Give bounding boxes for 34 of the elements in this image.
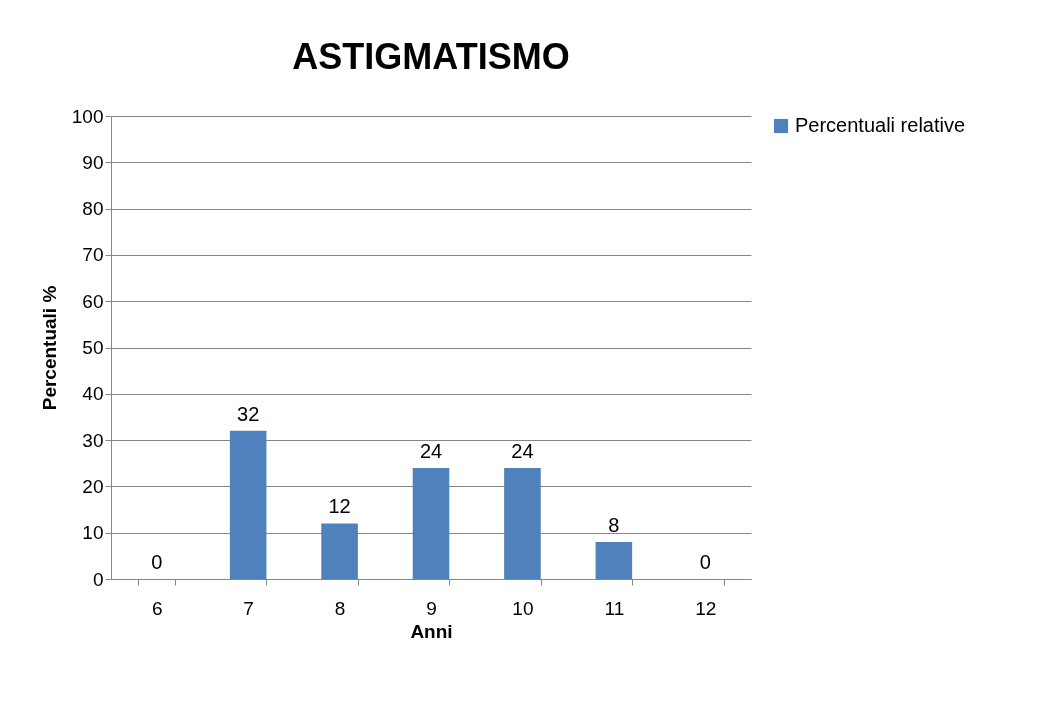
y-tick-label: 30 bbox=[82, 429, 104, 451]
chart-title: ASTIGMATISMO bbox=[292, 36, 570, 77]
x-axis-title: Anni bbox=[410, 620, 453, 642]
legend-label: Percentuali relative bbox=[795, 114, 966, 136]
bar bbox=[504, 467, 541, 579]
data-label: 12 bbox=[328, 495, 351, 518]
data-label: 8 bbox=[608, 513, 620, 536]
bar bbox=[321, 523, 358, 579]
bar bbox=[595, 541, 633, 579]
bar bbox=[229, 430, 267, 579]
y-tick-label: 100 bbox=[71, 105, 104, 127]
y-tick-label: 0 bbox=[92, 568, 104, 590]
y-tick-label: 60 bbox=[82, 290, 104, 312]
y-tick-label: 20 bbox=[82, 475, 104, 497]
x-tick-label: 7 bbox=[243, 597, 254, 619]
data-label: 0 bbox=[699, 551, 711, 573]
x-tick-label: 10 bbox=[512, 597, 534, 619]
data-label: 0 bbox=[151, 551, 163, 573]
y-axis-title: Percentuali % bbox=[38, 285, 60, 411]
bar bbox=[412, 467, 450, 579]
x-tick-label: 12 bbox=[695, 597, 717, 619]
x-tick-label: 11 bbox=[604, 597, 625, 619]
data-label: 24 bbox=[419, 439, 443, 462]
y-tick-label: 40 bbox=[82, 383, 104, 405]
data-label: 24 bbox=[511, 439, 534, 462]
y-tick-label: 90 bbox=[82, 151, 104, 173]
x-tick-label: 8 bbox=[334, 597, 346, 619]
y-tick-label: 80 bbox=[82, 198, 104, 220]
x-tick-label: 9 bbox=[426, 597, 437, 619]
y-tick-label: 10 bbox=[82, 522, 104, 544]
y-tick-label: 70 bbox=[82, 244, 104, 266]
x-tick-label: 6 bbox=[151, 597, 163, 619]
data-label: 32 bbox=[237, 402, 260, 425]
y-tick-label: 50 bbox=[82, 337, 104, 358]
